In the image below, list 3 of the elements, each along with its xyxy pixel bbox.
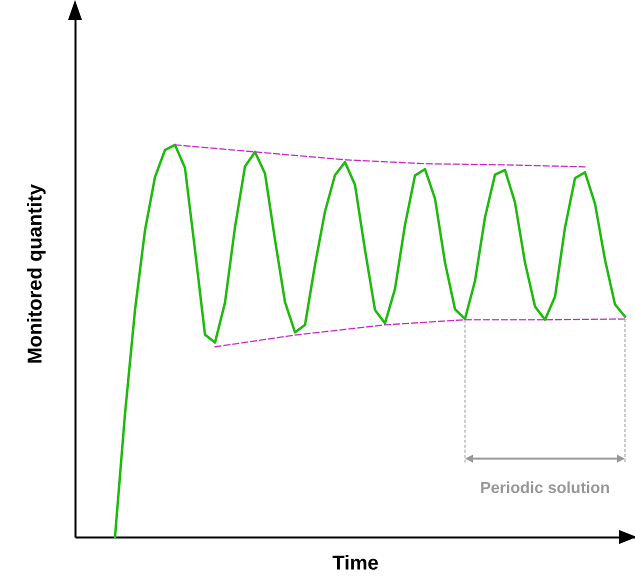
annotation: Periodic solution (480, 480, 610, 497)
y-axis-title: Monitored quantity (24, 183, 46, 364)
x-axis-title: Time (332, 552, 379, 574)
